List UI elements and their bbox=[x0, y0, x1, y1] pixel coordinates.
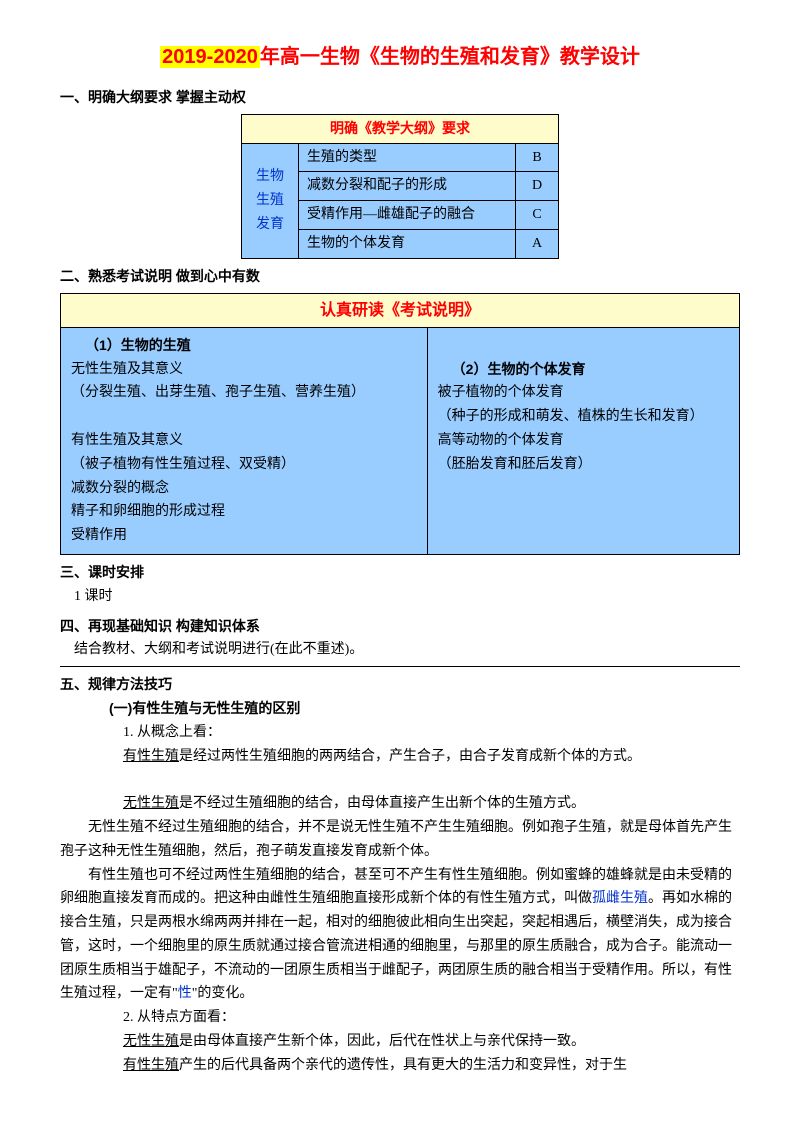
body-text: 1. 从概念上看： 有性生殖是经过两性生殖细胞的两两结合，产生合子，由合子发育成… bbox=[60, 721, 740, 1078]
section-5-head: 五、规律方法技巧 bbox=[60, 673, 740, 697]
outline-table: 明确《教学大纲》要求 生物 生殖 发育 生殖的类型 B 减数分裂和配子的形成D … bbox=[241, 114, 559, 259]
section-4-body: 结合教材、大纲和考试说明进行(在此不重述)。 bbox=[60, 638, 740, 662]
section-4-head: 四、再现基础知识 构建知识体系 bbox=[60, 615, 740, 639]
exam-l1: 无性生殖及其意义 bbox=[71, 358, 417, 382]
outline-grade-0: B bbox=[516, 143, 559, 172]
p5: 有性生殖也可不经过两性生殖细胞的结合，甚至可不产生有性生殖细胞。例如蜜蜂的雄蜂就… bbox=[60, 864, 740, 1007]
p3: 无性生殖是不经过生殖细胞的结合，由母体直接产生出新个体的生殖方式。 bbox=[60, 792, 740, 816]
p7: 无性生殖是由母体直接产生新个体，因此，后代在性状上与亲代保持一致。 bbox=[60, 1030, 740, 1054]
outline-grade-2: C bbox=[516, 201, 559, 230]
p5b: 孤雌生殖 bbox=[592, 891, 648, 906]
p4: 无性生殖不经过生殖细胞的结合，并不是说无性生殖不产生生殖细胞。例如孢子生殖，就是… bbox=[60, 816, 740, 864]
exam-r4: （胚胎发育和胚后发育） bbox=[438, 453, 729, 477]
p5e: "的变化。 bbox=[192, 986, 254, 1001]
p2: 有性生殖是经过两性生殖细胞的两两结合，产生合子，由合子发育成新个体的方式。 bbox=[60, 745, 740, 769]
p6: 2. 从特点方面看： bbox=[60, 1006, 740, 1030]
p5c: 。再如水棉的接合生殖，只是两根水绵两两并排在一起，相对的细胞彼此相向生出突起，突… bbox=[60, 891, 732, 1001]
exam-l3: 有性生殖及其意义 bbox=[71, 429, 417, 453]
p3a: 无性生殖 bbox=[123, 796, 179, 811]
p8a: 有性生殖 bbox=[123, 1058, 179, 1073]
exam-header: 认真研读《考试说明》 bbox=[61, 293, 740, 327]
section-3-body: 1 课时 bbox=[60, 585, 740, 609]
exam-l2: （分裂生殖、出芽生殖、孢子生殖、营养生殖） bbox=[71, 381, 417, 405]
side-0: 生物 bbox=[256, 169, 284, 184]
section-3-head: 三、课时安排 bbox=[60, 561, 740, 585]
page-title: 2019-2020年高一生物《生物的生殖和发育》教学设计 bbox=[60, 40, 740, 74]
p8b: 产生的后代具备两个亲代的遗传性，具有更大的生活力和变异性，对于生 bbox=[179, 1058, 627, 1073]
p8: 有性生殖产生的后代具备两个亲代的遗传性，具有更大的生活力和变异性，对于生 bbox=[60, 1054, 740, 1078]
p3b: 是不经过生殖细胞的结合，由母体直接产生出新个体的生殖方式。 bbox=[179, 796, 585, 811]
outline-grade-1: D bbox=[516, 172, 559, 201]
section-1-head: 一、明确大纲要求 掌握主动权 bbox=[60, 86, 740, 110]
outline-header: 明确《教学大纲》要求 bbox=[242, 114, 559, 143]
p7a: 无性生殖 bbox=[123, 1034, 179, 1049]
exam-l7: 受精作用 bbox=[71, 524, 417, 548]
exam-right-title: （2）生物的个体发育 bbox=[438, 358, 729, 382]
exam-r2: （种子的形成和萌发、植株的生长和发育） bbox=[438, 405, 729, 429]
title-rest: 年高一生物《生物的生殖和发育》教学设计 bbox=[260, 46, 640, 68]
outline-grade-3: A bbox=[516, 229, 559, 258]
outline-side: 生物 生殖 发育 bbox=[242, 143, 299, 258]
outline-item-3: 生物的个体发育 bbox=[299, 229, 516, 258]
exam-l4: （被子植物有性生殖过程、双受精） bbox=[71, 453, 417, 477]
side-2: 发育 bbox=[256, 217, 284, 232]
exam-r1: 被子植物的个体发育 bbox=[438, 381, 729, 405]
section-5-sub: (一)有性生殖与无性生殖的区别 bbox=[60, 697, 740, 721]
side-1: 生殖 bbox=[256, 193, 284, 208]
exam-right: （2）生物的个体发育 被子植物的个体发育 （种子的形成和萌发、植株的生长和发育）… bbox=[427, 327, 739, 554]
outline-item-2: 受精作用—雌雄配子的融合 bbox=[299, 201, 516, 230]
title-year: 2019-2020 bbox=[160, 46, 260, 68]
exam-r3: 高等动物的个体发育 bbox=[438, 429, 729, 453]
exam-left: （1）生物的生殖 无性生殖及其意义 （分裂生殖、出芽生殖、孢子生殖、营养生殖） … bbox=[61, 327, 428, 554]
p5d: 性 bbox=[178, 986, 192, 1001]
exam-l5: 减数分裂的概念 bbox=[71, 477, 417, 501]
outline-item-1: 减数分裂和配子的形成 bbox=[299, 172, 516, 201]
exam-l6: 精子和卵细胞的形成过程 bbox=[71, 500, 417, 524]
p2a: 有性生殖 bbox=[123, 749, 179, 764]
exam-left-title: （1）生物的生殖 bbox=[71, 334, 417, 358]
outline-item-0: 生殖的类型 bbox=[299, 143, 516, 172]
p2b: 是经过两性生殖细胞的两两结合，产生合子，由合子发育成新个体的方式。 bbox=[179, 749, 641, 764]
exam-table: 认真研读《考试说明》 （1）生物的生殖 无性生殖及其意义 （分裂生殖、出芽生殖、… bbox=[60, 293, 740, 555]
p7b: 是由母体直接产生新个体，因此，后代在性状上与亲代保持一致。 bbox=[179, 1034, 585, 1049]
p1: 1. 从概念上看： bbox=[60, 721, 740, 745]
divider bbox=[60, 666, 740, 667]
section-2-head: 二、熟悉考试说明 做到心中有数 bbox=[60, 265, 740, 289]
